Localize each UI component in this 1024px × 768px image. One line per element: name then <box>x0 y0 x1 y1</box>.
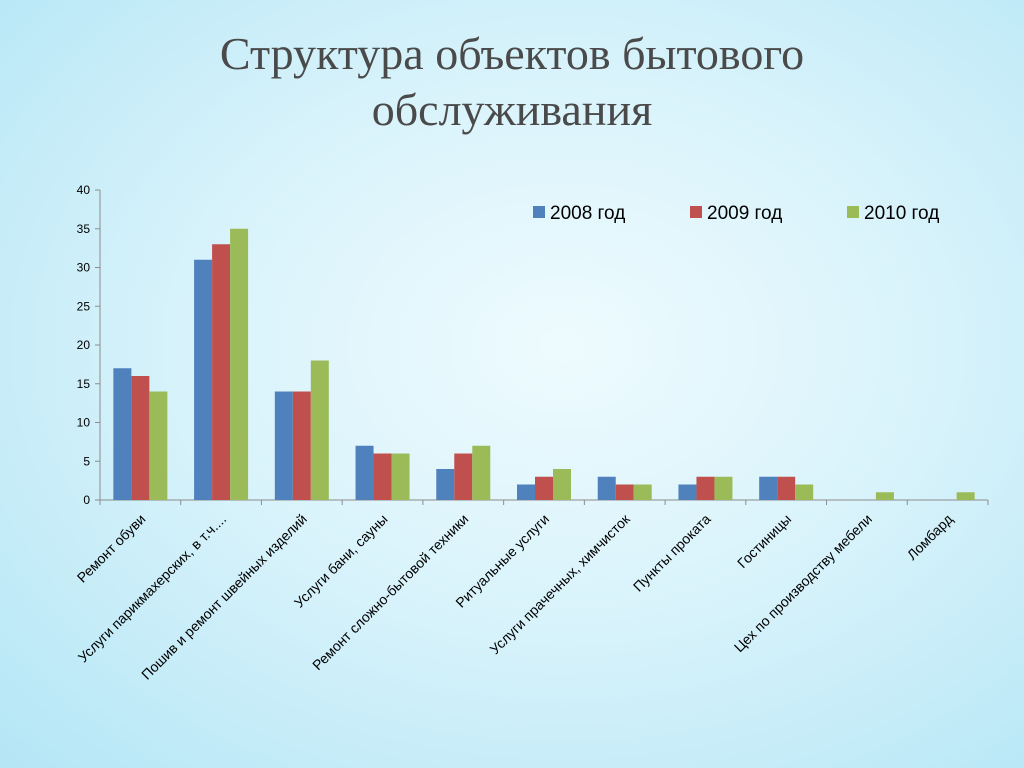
bar-1-7 <box>597 476 616 500</box>
legend-label-1: 2008 год <box>550 203 625 224</box>
y-tick-label: 35 <box>77 222 91 236</box>
bar-2-6 <box>535 476 553 500</box>
bar-1-2 <box>194 259 213 500</box>
bar-2-7 <box>615 484 634 500</box>
legend-swatch-2 <box>690 206 702 218</box>
bar-3-11 <box>956 492 975 500</box>
bar-2-4 <box>373 453 392 500</box>
bar-1-9 <box>759 476 778 500</box>
bar-3-4 <box>391 453 410 500</box>
bar-3-5 <box>472 445 491 500</box>
x-category-label: Пункты проката <box>630 511 714 595</box>
x-category-label: Ремонт обуви <box>74 511 149 586</box>
bar-1-8 <box>678 484 697 500</box>
bar-2-9 <box>777 476 796 500</box>
bar-3-9 <box>795 484 814 500</box>
legend-swatch-1 <box>533 206 545 218</box>
bar-1-4 <box>355 445 374 500</box>
y-tick-label: 25 <box>77 299 91 313</box>
bar-3-6 <box>553 469 571 500</box>
bar-3-10 <box>875 492 894 500</box>
y-tick-label: 20 <box>77 338 91 352</box>
y-tick-label: 40 <box>77 183 91 197</box>
y-tick-label: 30 <box>77 261 91 275</box>
legend-label-2: 2009 год <box>707 203 782 224</box>
bar-1-3 <box>274 391 293 500</box>
bar-2-3 <box>292 391 311 500</box>
bar-1-6 <box>517 484 535 500</box>
y-tick-label: 0 <box>83 493 90 507</box>
bar-3-7 <box>633 484 652 500</box>
y-tick-label: 10 <box>77 416 91 430</box>
bar-2-2 <box>212 244 231 500</box>
bar-2-1 <box>131 376 150 500</box>
x-category-label: Ломбард <box>904 511 956 563</box>
bar-3-1 <box>149 391 168 500</box>
y-tick-label: 15 <box>77 377 91 391</box>
x-category-label: Услуги парикмахерских, в т.ч.... <box>75 511 230 666</box>
legend-swatch-3 <box>847 206 859 218</box>
slide-title: Структура объектов бытового обслуживания <box>0 26 1024 138</box>
bar-3-3 <box>310 360 329 500</box>
y-tick-label: 5 <box>83 454 90 468</box>
x-category-label: Цех по производству мебели <box>731 511 875 655</box>
bar-3-8 <box>714 476 733 500</box>
legend-label-3: 2010 год <box>864 203 939 224</box>
x-category-label: Гостиницы <box>734 511 794 571</box>
bar-1-1 <box>113 368 132 500</box>
slide-title-line-1: Структура объектов бытового <box>219 28 805 79</box>
bar-3-2 <box>230 228 249 500</box>
bar-1-5 <box>436 469 455 500</box>
bar-2-8 <box>696 476 715 500</box>
bar-2-5 <box>454 453 473 500</box>
x-category-label: Пошив и ремонт швейных изделий <box>138 511 310 683</box>
x-category-label: Услуги прачечных, химчисток <box>486 510 633 657</box>
x-category-label: Ремонт сложно-бытовой техники <box>309 511 471 673</box>
slide-title-line-2: обслуживания <box>371 84 653 135</box>
